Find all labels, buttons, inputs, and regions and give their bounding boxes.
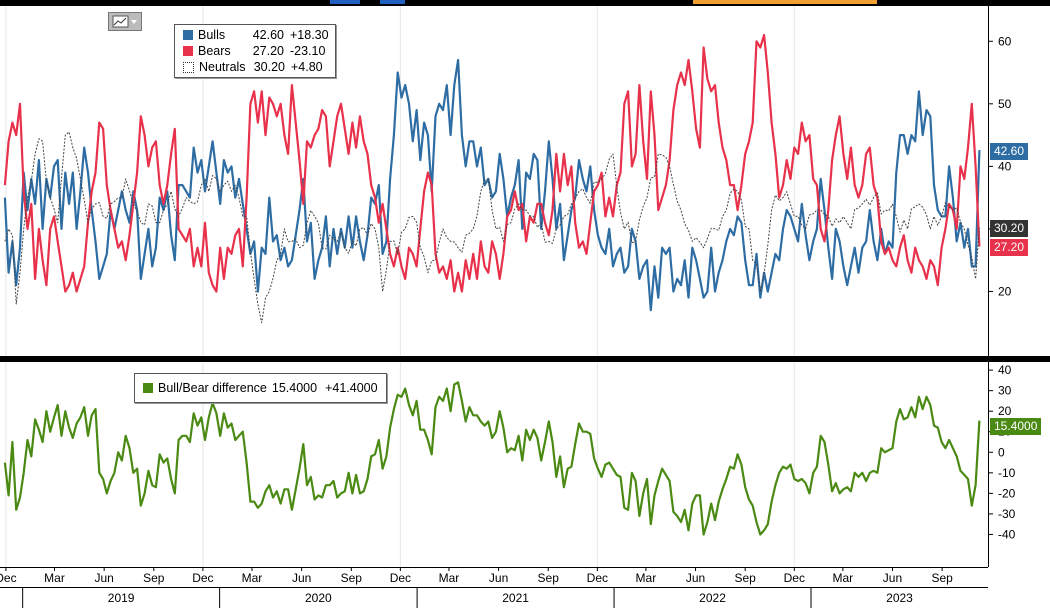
y-tick-label: 30 [998, 384, 1012, 398]
y-tick-label: -30 [998, 507, 1016, 521]
x-month-label: Sep [341, 571, 363, 585]
time-axis: Dec Mar Jun Sep Dec Mar Jun Sep Dec Mar Jun Sep Dec M… [0, 567, 1050, 608]
upper-chart-svg [3, 6, 981, 356]
legend-change: +4.80 [291, 60, 323, 74]
x-month-label: Jun [883, 571, 902, 585]
sentiment-upper-panel [0, 6, 988, 356]
y-tick-label: 20 [998, 404, 1012, 418]
lower-y-axis: -40-30-20-10010203040 [988, 362, 1050, 567]
x-month-label: Dec [0, 571, 17, 585]
chevron-down-icon [131, 20, 137, 24]
x-year-label: 2023 [886, 591, 913, 605]
difference-last-value-tag: 15.4000 [990, 418, 1042, 435]
legend-row-bulls: Bulls 42.60 +18.30 [183, 27, 329, 43]
x-month-label: Sep [735, 571, 757, 585]
bears-last-value-tag: 27.20 [990, 239, 1029, 256]
neutrals-series-line [4, 131, 980, 324]
x-month-label: Jun [292, 571, 311, 585]
toolbar-tab[interactable] [330, 0, 360, 4]
chart-type-button[interactable] [108, 12, 142, 31]
difference-swatch [143, 383, 153, 393]
panel-divider[interactable] [0, 356, 1050, 362]
x-month-label: Mar [636, 571, 657, 585]
x-year-label: 2019 [108, 591, 135, 605]
line-chart-icon [112, 15, 137, 28]
x-month-label: Dec [192, 571, 213, 585]
y-tick-label: 40 [998, 363, 1012, 377]
neutrals-last-value-tag: 30.20 [990, 220, 1029, 237]
x-month-label: Mar [439, 571, 460, 585]
legend-name: Neutrals [199, 60, 246, 74]
toolbar-tab[interactable] [693, 0, 877, 4]
legend-row-neutrals: Neutrals 30.20 +4.80 [183, 59, 329, 75]
lower-y-axis-svg: -40-30-20-10010203040 [988, 362, 1016, 567]
x-month-label: Sep [143, 571, 165, 585]
x-month-label: Dec [390, 571, 411, 585]
legend-name: Bears [198, 44, 231, 58]
x-year-label: 2021 [502, 591, 529, 605]
bulls-last-value-tag: 42.60 [990, 143, 1029, 160]
y-tick-label: -20 [998, 486, 1016, 500]
legend-name: Bulls [198, 28, 226, 42]
time-axis-svg: Dec Mar Jun Sep Dec Mar Jun Sep Dec Mar Jun Sep Dec M… [0, 567, 988, 608]
y-tick-label: 0 [998, 445, 1005, 459]
y-tick-label: -40 [998, 527, 1016, 541]
x-month-label: Mar [833, 571, 854, 585]
bears-swatch [183, 46, 193, 56]
top-toolbar-strip [0, 0, 1050, 6]
x-year-label: 2020 [305, 591, 332, 605]
bulls-series-line [3, 58, 981, 312]
legend-name: Bull/Bear difference [158, 381, 267, 395]
upper-y-axis-svg: 20 40 50 60 [988, 6, 1012, 356]
x-month-label: Jun [489, 571, 508, 585]
x-month-label: Dec [587, 571, 608, 585]
x-month-label: Jun [94, 571, 113, 585]
legend-change: -23.10 [290, 44, 326, 58]
x-month-label: Mar [242, 571, 263, 585]
y-tick-label: 50 [998, 97, 1012, 111]
bull-bear-difference-series-line [3, 381, 981, 536]
legend-row-difference: Bull/Bear difference 15.4000 +41.4000 [143, 380, 378, 396]
legend-value: 30.20 [253, 60, 285, 74]
legend-value: 42.60 [252, 28, 284, 42]
y-tick-label: 20 [998, 284, 1012, 298]
x-month-label: Sep [931, 571, 953, 585]
upper-y-axis: 20 40 50 60 [988, 6, 1050, 356]
x-month-label: Sep [538, 571, 560, 585]
y-tick-label: 60 [998, 34, 1012, 48]
legend-change: +41.4000 [325, 381, 378, 395]
x-month-label: Dec [784, 571, 805, 585]
legend-row-bears: Bears 27.20 -23.10 [183, 43, 329, 59]
lower-chart-svg [3, 362, 981, 567]
x-year-label: 2022 [699, 591, 726, 605]
legend-value: 15.4000 [271, 381, 318, 395]
legend-value: 27.20 [252, 44, 284, 58]
bulls-swatch [183, 30, 193, 40]
neutrals-swatch [183, 61, 194, 73]
y-tick-label: 40 [998, 159, 1012, 173]
x-month-label: Jun [686, 571, 705, 585]
bears-series-line [3, 33, 981, 293]
lower-legend[interactable]: Bull/Bear difference 15.4000 +41.4000 [134, 373, 387, 403]
y-tick-label: -10 [998, 466, 1016, 480]
x-month-label: Mar [44, 571, 65, 585]
toolbar-tab[interactable] [380, 0, 405, 4]
legend-change: +18.30 [290, 28, 329, 42]
upper-legend[interactable]: Bulls 42.60 +18.30 Bears 27.20 -23.10 Ne… [174, 24, 336, 78]
